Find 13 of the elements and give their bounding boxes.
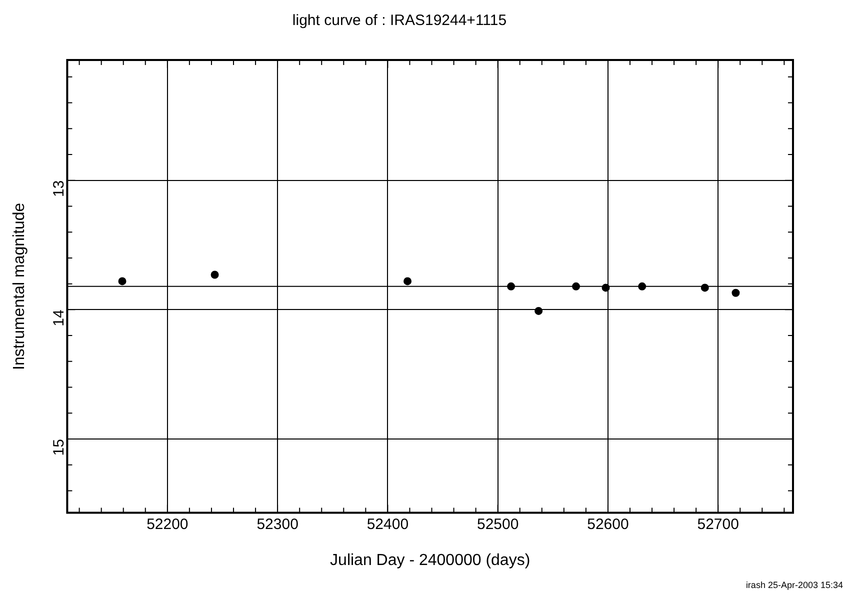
y-tick-label: 13 — [50, 180, 68, 198]
x-axis-title: Julian Day - 2400000 (days) — [330, 552, 530, 569]
x-tick-label: 52300 — [256, 516, 298, 533]
x-tick-label: 52500 — [476, 516, 519, 533]
y-axis-title: Instrumental magnitude — [11, 202, 28, 370]
x-tick-label: 52700 — [697, 516, 739, 533]
x-tick-label: 52200 — [146, 516, 188, 533]
text: irash 25-Apr-2003 15:34 — [746, 580, 843, 590]
chart-title: light curve of : IRAS19244+1115 — [292, 12, 507, 30]
x-tick-label: 52600 — [587, 516, 629, 533]
x-tick-label: 52400 — [366, 516, 409, 533]
y-tick-label: 15 — [50, 439, 68, 456]
y-tick-label: 14 — [50, 310, 68, 326]
